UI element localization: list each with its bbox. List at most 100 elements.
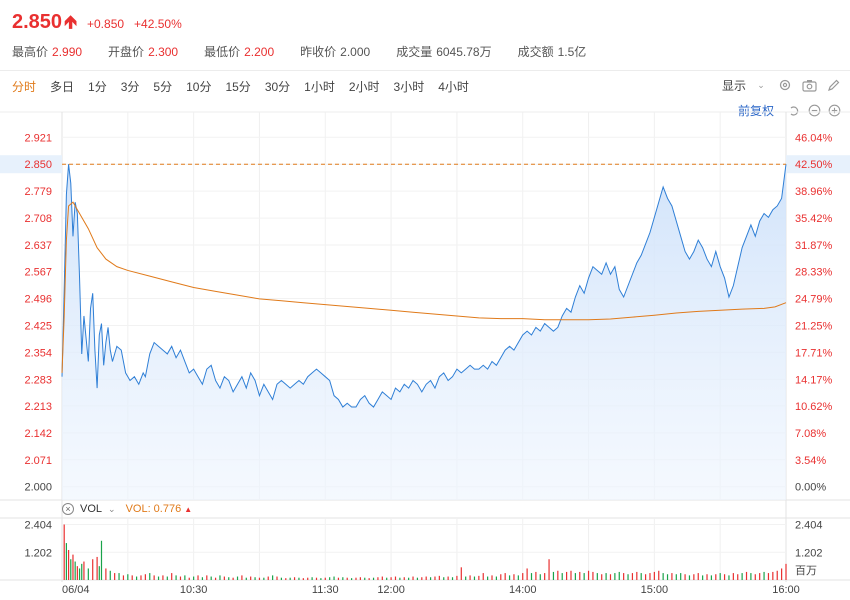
volume-bar — [710, 575, 713, 580]
quote-header: 2.850 🡹 +0.850 +42.50% 最高价 2.990 开盘价 2.300 最… — [0, 0, 850, 70]
volume-bar — [443, 577, 445, 580]
tab-period[interactable]: 30分 — [264, 80, 291, 94]
pct-tick-label: 28.33% — [795, 267, 833, 279]
pencil-icon[interactable] — [824, 76, 842, 94]
volume-bar — [640, 573, 642, 580]
volume-bar — [324, 577, 326, 580]
stat-label: 昨收价 — [300, 45, 337, 59]
volume-bar — [184, 575, 186, 580]
x-tick-label: 12:00 — [377, 584, 405, 596]
period-tabs: 分时 多日 1分 3分 5分 10分 15分 30分 1小时 2小时 3小时 4小时 — [12, 78, 483, 95]
stat-item: 成交额 1.5亿 — [518, 43, 587, 60]
tab-period[interactable]: 1分 — [88, 80, 107, 94]
pct-tick-label: 35.42% — [795, 213, 833, 225]
stats-row: 最高价 2.990 开盘价 2.300 最低价 2.200 昨收价 2.000 成交量 6045.… — [12, 43, 612, 60]
price-tick-label: 2.637 — [24, 240, 52, 252]
chevron-down-icon[interactable]: ⌄ — [757, 79, 765, 90]
tab-period[interactable]: 分时 — [12, 80, 37, 94]
indicator-name[interactable]: VOL — [80, 503, 103, 515]
volume-bar — [504, 573, 506, 580]
volume-bar — [329, 577, 331, 580]
volume-bar — [684, 574, 686, 580]
stat-label: 最低价 — [204, 45, 241, 59]
vol-unit-label: 百万 — [795, 565, 817, 577]
volume-bar — [627, 574, 629, 580]
stat-value: 6045.78万 — [436, 45, 492, 59]
volume-bar — [372, 577, 375, 580]
pct-tick-label: 10.62% — [795, 401, 833, 413]
volume-bar — [98, 566, 100, 580]
price-tick-label: 2.213 — [24, 401, 52, 413]
volume-bar — [447, 576, 449, 580]
settings-icon[interactable] — [776, 76, 794, 94]
volume-bar — [530, 573, 533, 580]
volume-bar — [122, 575, 125, 580]
volume-bar — [408, 577, 410, 580]
tab-period[interactable]: 多日 — [50, 80, 75, 94]
pct-tick-label: 24.79% — [795, 294, 833, 306]
vol-tick-label: 1.202 — [24, 547, 52, 559]
volume-bar — [644, 574, 647, 580]
volume-bar — [451, 577, 454, 580]
volume-bar — [425, 576, 427, 580]
volume-bar — [500, 574, 502, 580]
tab-period[interactable]: 4小时 — [438, 80, 469, 94]
volume-bar — [83, 561, 85, 580]
header-divider — [0, 70, 850, 71]
price-tick-label: 2.354 — [24, 347, 52, 359]
volume-indicator-row: × VOL ⌄ VOL: 0.776 ▲ — [62, 503, 192, 515]
price-tick-label: 2.142 — [24, 428, 52, 440]
chevron-down-icon[interactable]: ⌄ — [108, 503, 116, 514]
display-menu[interactable]: 显示 — [721, 78, 746, 93]
tab-period[interactable]: 1小时 — [304, 80, 335, 94]
volume-bar — [601, 574, 603, 580]
volume-bar — [438, 575, 440, 580]
volume-bar — [741, 573, 743, 580]
camera-icon[interactable] — [800, 76, 818, 94]
volume-bar — [750, 573, 752, 580]
volume-bar — [421, 577, 423, 580]
volume-bar — [109, 570, 111, 580]
volume-bar — [197, 575, 199, 580]
volume-bar — [517, 575, 519, 580]
volume-bar — [63, 524, 65, 580]
volume-bar — [763, 571, 765, 580]
volume-bar — [526, 568, 528, 580]
volume-bar — [342, 577, 344, 580]
volume-bar — [171, 573, 173, 580]
volume-bar — [135, 576, 138, 580]
tab-period[interactable]: 10分 — [186, 80, 212, 94]
volume-bar — [653, 571, 655, 580]
volume-bar — [81, 563, 83, 580]
zoom-out-icon[interactable] — [806, 103, 822, 119]
volume-bar — [412, 576, 414, 580]
tab-period[interactable]: 3分 — [120, 80, 140, 94]
volume-bar — [666, 574, 669, 580]
volume-bar — [219, 575, 221, 580]
volume-bar — [482, 573, 484, 580]
price-tick-label: 2.850 — [24, 159, 52, 171]
tab-period[interactable]: 5分 — [153, 80, 173, 94]
volume-bar — [127, 574, 129, 580]
undo-icon[interactable] — [786, 103, 802, 119]
adjust-mode-button[interactable]: 前复权 — [737, 104, 774, 118]
tab-period[interactable]: 3小时 — [393, 80, 425, 94]
tab-period[interactable]: 15分 — [225, 80, 251, 94]
volume-bar — [675, 574, 677, 580]
pct-tick-label: 21.25% — [795, 320, 833, 332]
volume-bar — [92, 559, 94, 580]
price-tick-label: 2.567 — [24, 267, 52, 279]
x-tick-label: 15:00 — [641, 584, 669, 596]
stat-item: 开盘价 2.300 — [108, 43, 178, 60]
volume-bar — [276, 576, 278, 580]
volume-bar — [258, 577, 261, 580]
volume-bar — [285, 578, 287, 580]
volume-bar — [491, 575, 493, 580]
volume-bar — [772, 571, 774, 580]
volume-bar — [307, 577, 309, 580]
tab-period[interactable]: 2小时 — [348, 80, 380, 94]
volume-bar — [574, 573, 576, 580]
close-icon[interactable]: × — [62, 503, 74, 515]
avg-price-line — [61, 201, 787, 373]
